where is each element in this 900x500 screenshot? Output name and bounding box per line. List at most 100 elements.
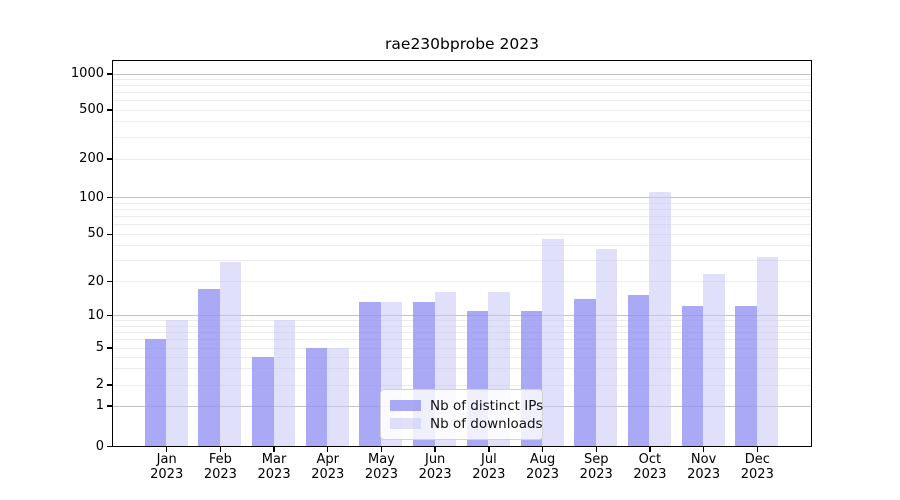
x-tick-mark [165, 446, 168, 452]
minor-gridline [112, 368, 811, 370]
y-tick-label: 1000 [70, 66, 104, 81]
y-tick-label: 200 [79, 151, 104, 166]
minor-gridline [112, 325, 811, 327]
legend-label: Nb of downloads [430, 415, 543, 432]
bar-distinct-ips-dec [735, 306, 757, 446]
minor-gridline [112, 245, 811, 247]
y-tick-mark [107, 384, 112, 386]
minor-gridline [112, 208, 811, 210]
minor-gridline [112, 233, 811, 235]
bar-downloads-nov [703, 273, 725, 446]
bar-distinct-ips-may [359, 302, 381, 446]
minor-gridline [112, 224, 811, 226]
x-tick-label: Sep 2023 [579, 452, 613, 482]
bar-distinct-ips-mar [252, 356, 274, 446]
y-tick-mark [107, 197, 112, 199]
y-tick-mark [107, 281, 112, 283]
x-tick-mark [219, 446, 222, 452]
y-tick-label: 2 [95, 377, 104, 392]
x-tick-label: Nov 2023 [687, 452, 721, 482]
minor-gridline [112, 339, 811, 340]
minor-gridline [112, 347, 811, 349]
y-tick-label: 50 [87, 226, 104, 242]
minor-gridline [112, 100, 811, 102]
y-tick-label: 100 [79, 189, 104, 205]
x-tick-label: Jun 2023 [418, 452, 452, 482]
bar-distinct-ips-nov [681, 306, 704, 446]
x-tick-mark [702, 446, 705, 452]
minor-gridline [112, 281, 811, 283]
minor-gridline [112, 121, 811, 123]
y-tick-label: 20 [87, 273, 104, 289]
y-tick-label: 5 [95, 340, 104, 355]
minor-gridline [112, 356, 811, 358]
distinct-ips-swatch [390, 400, 421, 411]
bar-downloads-aug [542, 239, 564, 446]
minor-gridline [112, 320, 811, 322]
x-tick-mark [541, 446, 544, 452]
legend: Nb of distinct IPs Nb of downloads [380, 389, 543, 440]
y-tick-mark [107, 405, 112, 407]
x-tick-label: May 2023 [364, 452, 398, 482]
x-tick-label: Mar 2023 [257, 452, 291, 482]
y-tick-mark [107, 233, 112, 235]
bar-downloads-oct [649, 191, 671, 446]
x-tick-label: Aug 2023 [525, 452, 560, 482]
minor-gridline [112, 78, 811, 80]
bar-distinct-ips-sep [574, 298, 596, 446]
x-tick-label: Jan 2023 [150, 452, 184, 482]
minor-gridline [112, 109, 811, 111]
bar-distinct-ips-jan [144, 339, 167, 446]
y-tick-label: 500 [79, 102, 104, 117]
y-tick-mark [107, 315, 112, 317]
bar-distinct-ips-apr [305, 347, 328, 446]
x-tick-mark [649, 446, 651, 452]
minor-gridline [112, 384, 811, 386]
x-tick-label: Feb 2023 [203, 452, 237, 482]
bar-downloads-mar [273, 320, 296, 446]
x-tick-mark [434, 446, 436, 452]
x-tick-label: Dec 2023 [740, 452, 774, 482]
minor-gridline [112, 92, 811, 94]
major-gridline [112, 197, 811, 199]
y-tick-mark [107, 73, 112, 75]
minor-gridline [112, 136, 811, 138]
x-tick-mark [488, 446, 490, 452]
x-tick-mark [380, 446, 383, 452]
x-tick-label: Apr 2023 [311, 452, 345, 482]
bar-downloads-jan [166, 320, 188, 446]
minor-gridline [112, 216, 811, 218]
x-tick-mark [595, 446, 597, 452]
bar-downloads-feb [219, 261, 242, 446]
y-tick-label: 10 [87, 307, 104, 323]
legend-item: Nb of downloads [390, 415, 543, 432]
minor-gridline [112, 202, 811, 204]
x-tick-label: Oct 2023 [633, 452, 667, 482]
y-tick-label: 0 [95, 438, 104, 454]
downloads-swatch [390, 418, 421, 429]
minor-gridline [112, 158, 811, 160]
major-gridline [112, 315, 811, 317]
x-tick-mark [756, 446, 758, 452]
legend-item: Nb of distinct IPs [390, 397, 543, 414]
minor-gridline [112, 85, 811, 87]
y-tick-mark [107, 347, 112, 349]
x-tick-mark [273, 446, 275, 452]
bar-distinct-ips-oct [627, 295, 650, 446]
minor-gridline [112, 260, 811, 262]
major-gridline [112, 73, 811, 75]
minor-gridline [112, 331, 811, 333]
bar-downloads-sep [595, 249, 618, 446]
x-tick-label: Jul 2023 [472, 452, 506, 482]
bar-downloads-dec [756, 256, 779, 446]
chart-title: rae230bprobe 2023 [385, 35, 539, 53]
y-tick-label: 1 [95, 398, 104, 413]
y-tick-mark [107, 158, 112, 160]
bar-downloads-apr [327, 347, 349, 446]
y-tick-mark [107, 445, 112, 448]
bar-distinct-ips-feb [198, 289, 220, 446]
x-tick-mark [327, 446, 329, 452]
y-tick-mark [107, 109, 112, 111]
legend-label: Nb of distinct IPs [430, 397, 544, 414]
